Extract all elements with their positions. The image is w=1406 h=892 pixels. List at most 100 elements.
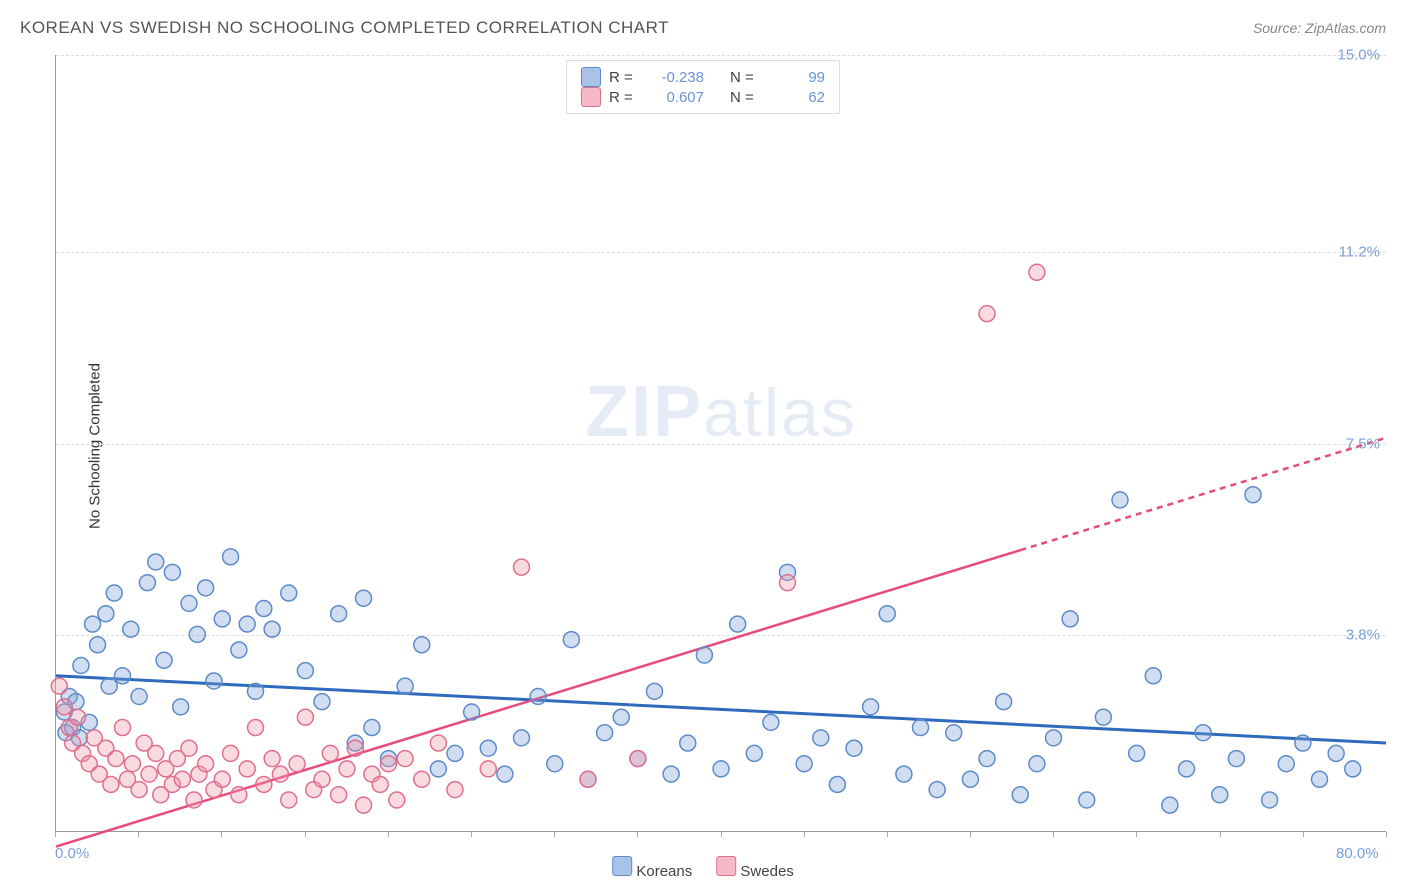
data-point (1129, 745, 1145, 761)
data-point (148, 745, 164, 761)
data-point (256, 776, 272, 792)
data-point (580, 771, 596, 787)
data-point (148, 554, 164, 570)
data-point (248, 683, 264, 699)
x-minor-tick (637, 832, 638, 837)
data-point (173, 699, 189, 715)
data-point (1312, 771, 1328, 787)
legend-item-swedes: Swedes (716, 856, 794, 880)
x-minor-tick (1053, 832, 1054, 837)
x-minor-tick (1303, 832, 1304, 837)
data-point (231, 642, 247, 658)
chart-container: KOREAN VS SWEDISH NO SCHOOLING COMPLETED… (0, 0, 1406, 892)
data-point (647, 683, 663, 699)
legend-swatch (581, 67, 601, 87)
data-point (339, 761, 355, 777)
data-point (597, 725, 613, 741)
data-point (430, 735, 446, 751)
data-point (397, 751, 413, 767)
x-minor-tick (1220, 832, 1221, 837)
x-minor-tick (55, 832, 56, 837)
legend-item-koreans: Koreans (612, 856, 692, 880)
y-tick-label: 11.2% (1339, 243, 1380, 260)
data-point (1029, 264, 1045, 280)
data-point (256, 601, 272, 617)
data-point (1112, 492, 1128, 508)
data-point (239, 616, 255, 632)
data-point (863, 699, 879, 715)
data-point (281, 585, 297, 601)
data-point (979, 306, 995, 322)
data-point (1295, 735, 1311, 751)
data-point (1162, 797, 1178, 813)
data-point (174, 771, 190, 787)
r-label: R = (609, 89, 641, 106)
data-point (115, 668, 131, 684)
data-point (1079, 792, 1095, 808)
data-point (264, 621, 280, 637)
data-point (796, 756, 812, 772)
n-value: 62 (770, 89, 825, 106)
data-point (1262, 792, 1278, 808)
data-point (206, 673, 222, 689)
data-point (51, 678, 67, 694)
data-point (214, 611, 230, 627)
data-point (124, 756, 140, 772)
n-value: 99 (770, 69, 825, 86)
data-point (239, 761, 255, 777)
data-point (763, 714, 779, 730)
data-point (397, 678, 413, 694)
data-point (1062, 611, 1078, 627)
data-point (322, 745, 338, 761)
data-point (189, 626, 205, 642)
data-point (381, 756, 397, 772)
data-point (356, 797, 372, 813)
data-point (497, 766, 513, 782)
data-point (141, 766, 157, 782)
data-point (879, 606, 895, 622)
data-point (314, 694, 330, 710)
data-point (713, 761, 729, 777)
data-point (680, 735, 696, 751)
data-point (85, 616, 101, 632)
data-point (1345, 761, 1361, 777)
data-point (156, 652, 172, 668)
data-point (181, 595, 197, 611)
data-point (389, 792, 405, 808)
data-point (115, 720, 131, 736)
data-point (514, 559, 530, 575)
data-point (730, 616, 746, 632)
legend-swatch (581, 87, 601, 107)
data-point (563, 632, 579, 648)
legend-label: Swedes (740, 863, 793, 880)
data-point (181, 740, 197, 756)
data-point (480, 761, 496, 777)
source-label: Source: ZipAtlas.com (1253, 20, 1386, 36)
legend-swatch (716, 856, 736, 876)
data-point (414, 637, 430, 653)
data-point (281, 792, 297, 808)
data-point (164, 564, 180, 580)
data-point (663, 766, 679, 782)
data-point (1278, 756, 1294, 772)
data-point (1212, 787, 1228, 803)
data-point (1012, 787, 1028, 803)
data-point (414, 771, 430, 787)
x-minor-tick (1386, 832, 1387, 837)
data-point (131, 689, 147, 705)
data-point (98, 606, 114, 622)
data-point (297, 709, 313, 725)
data-point (1029, 756, 1045, 772)
x-minor-tick (221, 832, 222, 837)
data-point (264, 751, 280, 767)
plot-area: ZIPatlas (55, 55, 1386, 832)
data-point (430, 761, 446, 777)
data-point (447, 782, 463, 798)
data-point (480, 740, 496, 756)
data-point (913, 720, 929, 736)
x-minor-tick (970, 832, 971, 837)
data-point (630, 751, 646, 767)
data-point (272, 766, 288, 782)
data-point (198, 756, 214, 772)
r-value: 0.607 (649, 89, 704, 106)
